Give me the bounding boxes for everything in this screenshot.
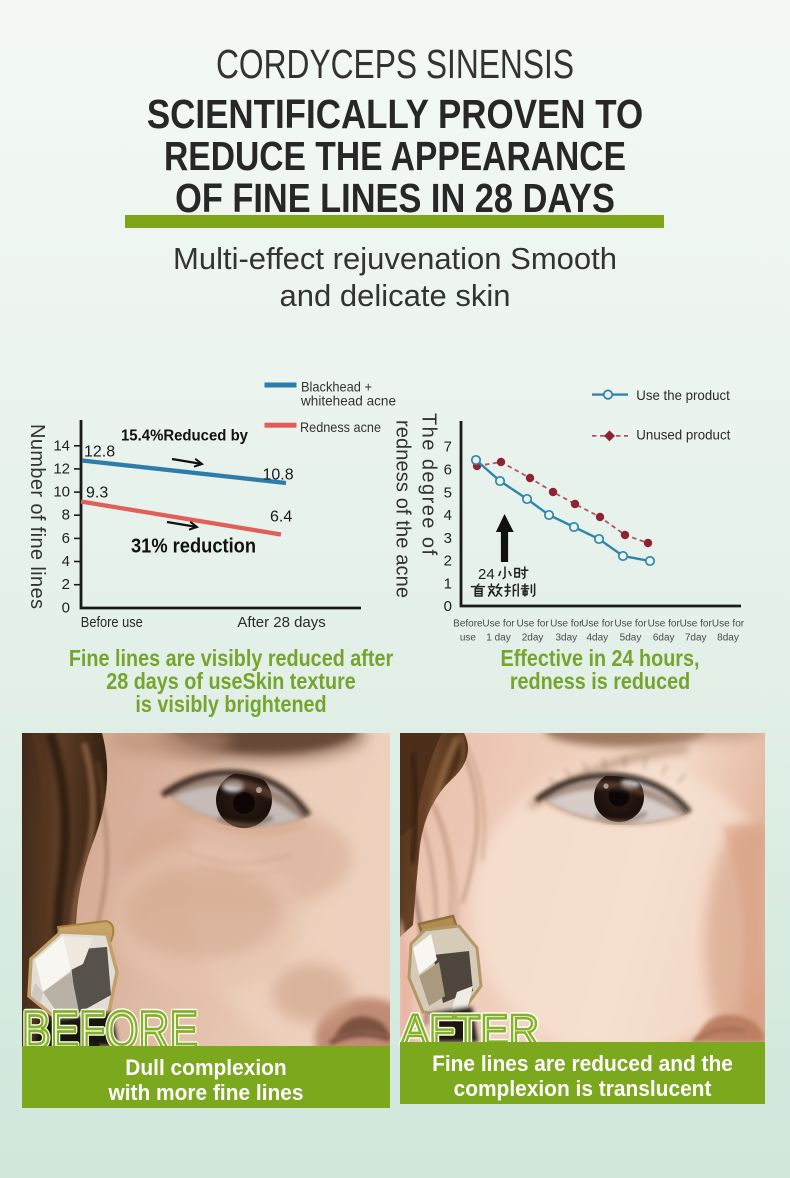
svg-text:Use for: Use for [516,619,549,630]
svg-text:Use for: Use for [680,619,713,630]
svg-text:3day: 3day [555,633,577,644]
svg-text:Before use: Before use [81,614,143,631]
svg-text:Use the product: Use the product [636,387,730,403]
svg-text:4: 4 [444,507,452,524]
svg-text:The degree of: The degree of [418,413,440,555]
svg-text:Use for: Use for [550,619,583,630]
svg-text:6: 6 [444,462,452,479]
svg-text:0: 0 [62,599,70,616]
svg-text:12.8: 12.8 [84,444,115,461]
svg-text:3: 3 [444,530,452,547]
svg-text:Use for: Use for [648,619,681,630]
svg-text:2: 2 [62,576,70,593]
svg-text:15.4%Reduced by: 15.4%Reduced by [121,427,248,444]
svg-text:5day: 5day [620,633,642,644]
svg-text:Use for: Use for [614,619,647,630]
svg-text:1 day: 1 day [486,633,510,644]
svg-text:5: 5 [444,484,452,501]
svg-text:9.3: 9.3 [86,485,108,502]
svg-text:Redness acne: Redness acne [300,419,381,435]
svg-text:31% reduction: 31% reduction [131,535,256,557]
svg-text:8: 8 [62,507,70,524]
svg-text:whitehead acne: whitehead acne [300,392,396,408]
svg-text:6day: 6day [653,633,675,644]
svg-text:7day: 7day [685,633,707,644]
svg-text:After 28 days: After 28 days [237,614,325,631]
svg-text:2: 2 [444,553,452,570]
svg-text:6: 6 [62,530,70,547]
svg-text:24: 24 [478,566,495,583]
svg-text:Number of fine lines: Number of fine lines [26,424,48,609]
svg-text:0: 0 [444,598,452,615]
svg-text:Use for: Use for [581,619,614,630]
svg-text:Unused product: Unused product [636,427,730,443]
svg-text:6.4: 6.4 [270,508,292,525]
svg-text:4: 4 [62,553,70,570]
svg-text:4day: 4day [586,633,608,644]
svg-text:Use for: Use for [482,619,515,630]
svg-text:10.8: 10.8 [263,467,294,484]
svg-text:8day: 8day [717,633,739,644]
svg-text:Use for: Use for [712,619,745,630]
svg-text:1: 1 [444,575,452,592]
svg-text:redness of the acne: redness of the acne [392,420,414,598]
svg-text:12: 12 [53,460,70,477]
svg-text:7: 7 [444,439,452,456]
svg-text:Before: Before [453,619,483,630]
svg-text:Blackhead +: Blackhead + [301,379,372,395]
svg-text:2day: 2day [522,633,544,644]
svg-text:14: 14 [53,437,70,454]
svg-text:10: 10 [53,484,70,501]
svg-text:use: use [460,633,477,644]
